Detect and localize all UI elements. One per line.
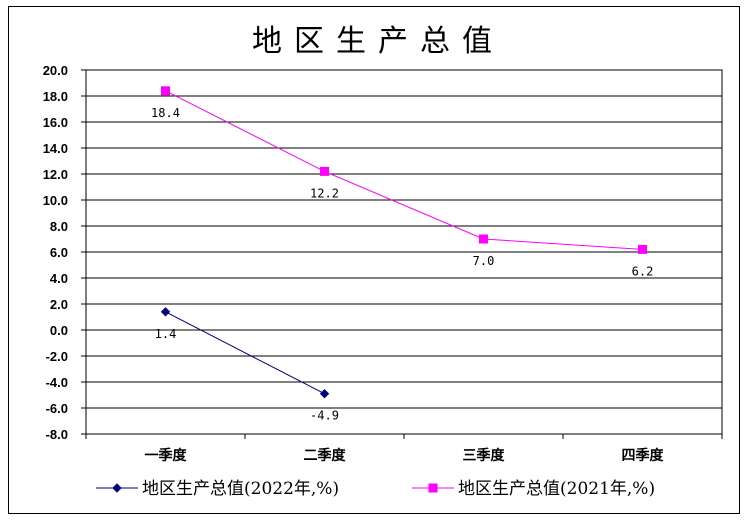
y-tick-label: 16.0 [43, 115, 68, 130]
y-tick-label: -4.0 [46, 375, 68, 390]
x-tick-label: 四季度 [622, 447, 665, 464]
legend-marker [112, 483, 122, 493]
y-tick-label: 0.0 [50, 323, 68, 338]
data-point [320, 166, 329, 176]
data-point [479, 234, 488, 244]
series-line-2 [165, 90, 643, 250]
data-label: -4.9 [310, 409, 339, 423]
y-tick-label: 4.0 [50, 271, 68, 286]
data-label: 18.4 [151, 106, 180, 120]
data-point [638, 244, 647, 254]
x-tick-label: 一季度 [145, 447, 188, 464]
y-tick-label: 8.0 [50, 219, 68, 234]
data-point [319, 388, 330, 399]
data-label: 1.4 [155, 327, 177, 341]
legend-marker [428, 483, 438, 493]
y-tick-label: 6.0 [50, 245, 68, 260]
y-tick-label: 18.0 [43, 89, 68, 104]
chart-title: 地区生产总值 [252, 24, 504, 59]
x-tick-label: 二季度 [304, 447, 347, 464]
data-point [161, 86, 170, 96]
y-tick-label: 12.0 [43, 167, 68, 182]
legend-label: 地区生产总值(2021年,%) [458, 479, 655, 499]
series-line-1 [165, 311, 325, 395]
data-point [160, 307, 171, 317]
y-tick-label: 20.0 [43, 63, 68, 78]
legend-label: 地区生产总值(2022年,%) [142, 479, 339, 499]
y-tick-label: -2.0 [46, 349, 68, 364]
y-tick-label: 10.0 [43, 193, 68, 208]
y-tick-label: -6.0 [46, 401, 68, 416]
data-label: 7.0 [473, 254, 495, 268]
y-tick-label: 14.0 [43, 141, 68, 156]
data-label: 12.2 [310, 186, 339, 200]
y-tick-label: -8.0 [46, 427, 68, 442]
data-label: 6.2 [632, 264, 654, 278]
y-tick-label: 2.0 [50, 297, 68, 312]
x-tick-label: 三季度 [463, 447, 506, 464]
